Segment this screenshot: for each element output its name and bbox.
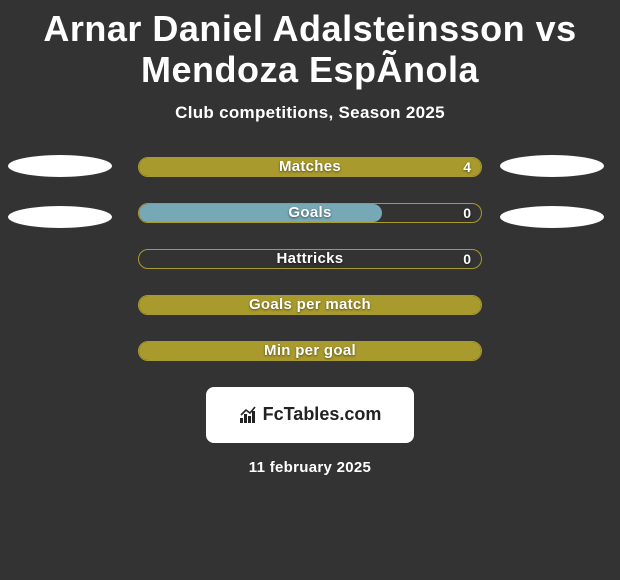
- avatar-placeholder-right: [500, 155, 604, 177]
- comparison-rows: Matches4Goals0Hattricks0Goals per matchM…: [0, 157, 620, 361]
- stat-bar-fill: [139, 158, 481, 176]
- logo-box: FcTables.com: [206, 387, 414, 443]
- stat-row: Goals0: [0, 203, 620, 223]
- stat-bar: Hattricks0: [138, 249, 482, 269]
- stat-bar: Matches4: [138, 157, 482, 177]
- stat-row: Hattricks0: [0, 249, 620, 269]
- avatar-placeholder-right: [500, 206, 604, 228]
- bar-chart-icon: [239, 405, 259, 425]
- stat-value: 0: [463, 250, 471, 268]
- stat-bar: Goals0: [138, 203, 482, 223]
- stat-bar-fill: [139, 342, 481, 360]
- avatar-placeholder-left: [8, 155, 112, 177]
- stat-row: Matches4: [0, 157, 620, 177]
- stat-value: 4: [463, 158, 471, 176]
- stat-bar-fill: [139, 204, 382, 222]
- stat-bar-fill: [139, 296, 481, 314]
- stat-value: 0: [463, 204, 471, 222]
- stat-row: Min per goal: [0, 341, 620, 361]
- logo-text: FcTables.com: [263, 404, 382, 425]
- page-title: Arnar Daniel Adalsteinsson vs Mendoza Es…: [0, 0, 620, 91]
- stat-label: Hattricks: [139, 250, 481, 267]
- date-text: 11 february 2025: [0, 459, 620, 476]
- stat-row: Goals per match: [0, 295, 620, 315]
- avatar-placeholder-left: [8, 206, 112, 228]
- stat-bar: Goals per match: [138, 295, 482, 315]
- stat-bar: Min per goal: [138, 341, 482, 361]
- subtitle: Club competitions, Season 2025: [0, 103, 620, 123]
